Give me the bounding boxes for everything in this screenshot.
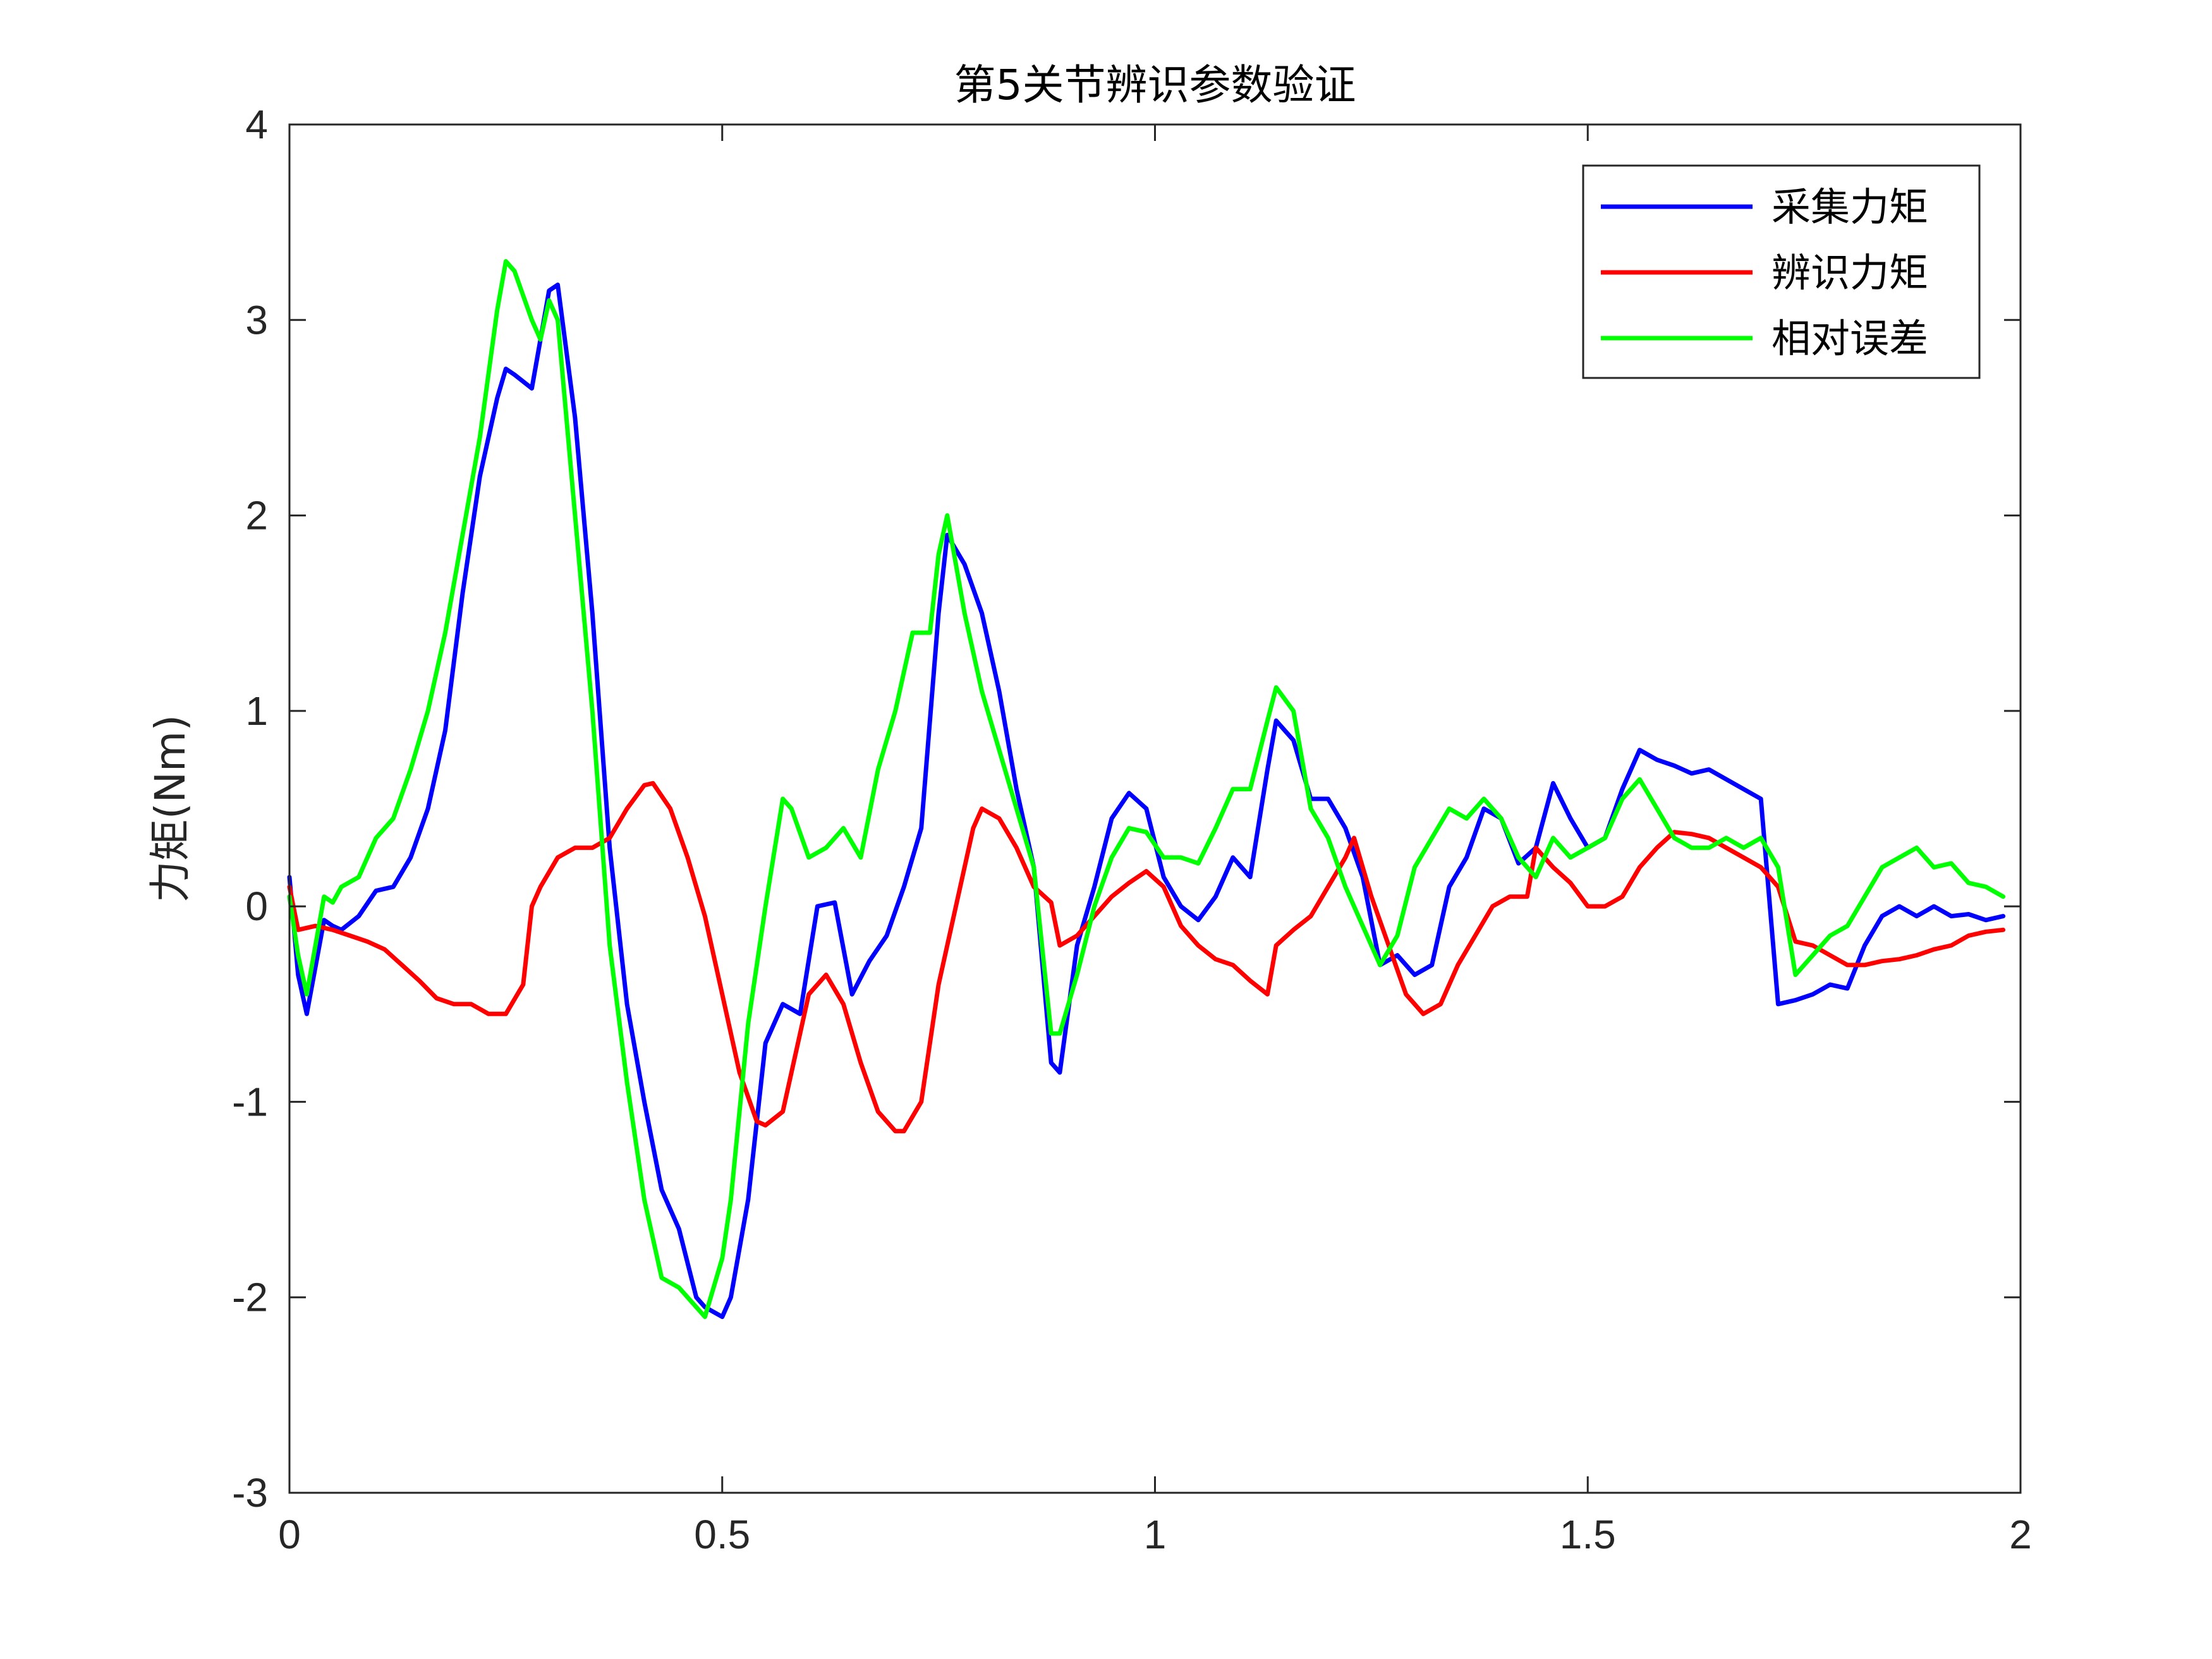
y-tick-label: -1: [232, 1079, 268, 1124]
y-tick-label: 3: [245, 297, 268, 343]
series-layer: [287, 259, 2006, 1320]
x-tick-label: 1.5: [1560, 1512, 1616, 1557]
y-tick-label: 2: [245, 493, 268, 538]
y-axis-label: 力矩(Nm): [146, 715, 195, 902]
series-line-1: [287, 781, 2006, 1134]
y-tick-label: -2: [232, 1275, 268, 1320]
legend-label-1: 辨识力矩: [1771, 250, 1928, 296]
legend-label-2: 相对误差: [1771, 315, 1928, 362]
x-tick-label: 2: [2009, 1512, 2032, 1557]
y-tick-label: -3: [232, 1470, 268, 1516]
x-tick-label: 1: [1144, 1512, 1167, 1557]
ticks-layer: 0 0.5 1 1.5 2 -3 -2 -1 0 1 2 3 4: [232, 102, 2032, 1557]
chart-title: 第5关节辨识参数验证: [954, 61, 1356, 109]
series-line-2: [287, 259, 2006, 1320]
y-tick-label: 1: [245, 688, 268, 734]
y-tick-label: 4: [245, 102, 268, 147]
legend-label-0: 采集力矩: [1771, 184, 1928, 230]
y-tick-label: 0: [245, 884, 268, 929]
x-tick-label: 0: [278, 1512, 301, 1557]
x-tick-label: 0.5: [694, 1512, 750, 1557]
